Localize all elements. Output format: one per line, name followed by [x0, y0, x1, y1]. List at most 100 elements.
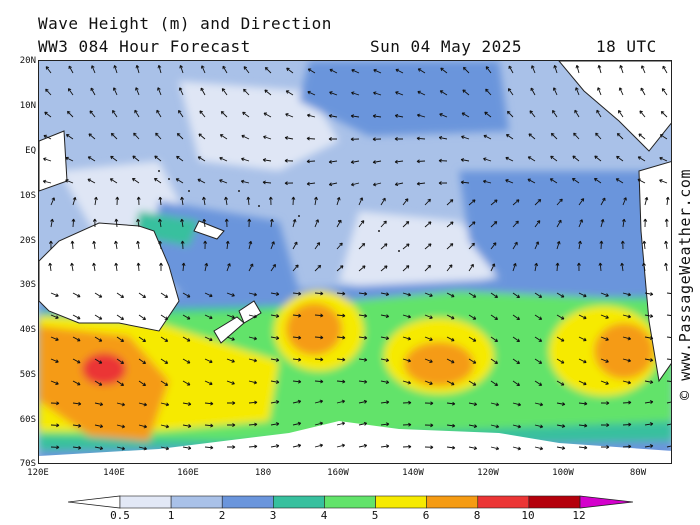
direction-arrow — [402, 336, 412, 341]
lon-label: 80W — [629, 468, 647, 478]
direction-arrow — [380, 336, 390, 341]
direction-arrow — [395, 91, 404, 96]
direction-arrow — [204, 314, 213, 320]
direction-arrow — [116, 402, 126, 407]
direction-arrow — [136, 240, 140, 250]
direction-arrow — [153, 177, 162, 184]
direction-arrow — [402, 422, 412, 427]
direction-arrow — [622, 400, 632, 405]
direction-arrow — [556, 358, 565, 364]
lat-label: 10N — [19, 101, 36, 111]
direction-arrow — [270, 400, 280, 404]
direction-arrow — [622, 422, 632, 427]
direction-arrow — [175, 178, 184, 184]
direction-arrow — [394, 159, 404, 164]
direction-arrow — [180, 240, 185, 250]
direction-arrow — [178, 87, 184, 96]
lat-label: EQ — [25, 146, 36, 156]
legend-swatch — [170, 495, 223, 509]
direction-arrow — [113, 65, 118, 74]
lat-label: 20N — [19, 56, 36, 66]
direction-arrow — [263, 112, 272, 118]
direction-arrow — [468, 446, 478, 451]
direction-arrow — [50, 314, 59, 319]
direction-arrow — [424, 264, 432, 272]
direction-arrow — [660, 110, 668, 118]
direction-arrow — [134, 109, 140, 118]
direction-arrow — [50, 358, 59, 363]
direction-arrow — [138, 336, 147, 343]
direction-arrow — [94, 336, 103, 342]
direction-arrow — [240, 179, 250, 184]
direction-arrow — [328, 159, 338, 164]
direction-arrow — [336, 379, 346, 384]
direction-arrow — [468, 336, 477, 342]
direction-arrow — [314, 291, 324, 296]
direction-arrow — [246, 196, 251, 206]
direction-arrow — [160, 424, 170, 429]
legend-swatch — [273, 495, 325, 509]
direction-arrow — [351, 68, 360, 74]
direction-arrow — [92, 240, 97, 250]
direction-arrow — [490, 336, 499, 342]
direction-arrow — [380, 265, 388, 272]
direction-arrow — [220, 110, 228, 118]
direction-arrow — [226, 336, 235, 341]
direction-arrow — [204, 380, 213, 386]
direction-arrow — [395, 68, 404, 74]
direction-arrow — [336, 443, 346, 448]
direction-arrow — [644, 444, 654, 448]
direction-arrow — [619, 65, 624, 74]
direction-arrow — [180, 196, 185, 206]
direction-arrow — [549, 178, 558, 184]
direction-arrow — [402, 243, 410, 250]
legend-label: 0.5 — [110, 509, 130, 522]
direction-arrow — [512, 314, 521, 321]
direction-arrow — [659, 179, 668, 184]
direction-arrow — [136, 262, 141, 272]
direction-arrow — [380, 197, 386, 206]
direction-arrow — [640, 65, 646, 74]
wave-map[interactable] — [38, 60, 672, 464]
legend-swatch — [426, 495, 479, 509]
direction-arrow — [202, 218, 207, 228]
direction-arrow — [460, 180, 470, 185]
direction-arrow — [424, 401, 434, 406]
direction-arrow — [556, 336, 565, 342]
direction-arrow — [571, 177, 580, 184]
direction-arrow — [578, 240, 582, 250]
direction-arrow — [66, 110, 74, 118]
direction-arrow — [241, 157, 250, 162]
direction-arrow — [314, 242, 321, 250]
direction-arrow — [329, 91, 338, 96]
direction-arrow — [505, 134, 514, 140]
direction-arrow — [528, 133, 536, 140]
direction-arrow — [616, 155, 624, 162]
direction-arrow — [505, 156, 514, 162]
direction-arrow — [622, 380, 632, 385]
direction-arrow — [219, 134, 228, 140]
direction-arrow — [468, 380, 477, 386]
lat-label: 30S — [19, 280, 36, 290]
direction-arrow — [138, 380, 147, 387]
direction-arrow — [336, 197, 341, 206]
direction-arrow — [622, 358, 632, 363]
direction-arrow — [226, 314, 235, 319]
direction-arrow — [512, 336, 521, 343]
direction-arrow — [534, 380, 543, 386]
direction-arrow — [42, 179, 52, 184]
direction-arrow — [292, 241, 298, 250]
direction-arrow — [243, 88, 250, 96]
direction-arrow — [292, 443, 302, 448]
direction-arrow — [358, 399, 368, 404]
direction-arrow — [226, 380, 235, 385]
legend-label: 6 — [422, 509, 430, 522]
direction-arrow — [666, 401, 671, 404]
direction-arrow — [534, 292, 543, 298]
direction-arrow — [380, 400, 390, 405]
direction-arrow — [529, 110, 536, 118]
direction-arrow — [530, 87, 536, 96]
direction-arrow — [110, 132, 118, 140]
direction-arrow — [264, 89, 272, 96]
direction-arrow — [336, 399, 346, 404]
